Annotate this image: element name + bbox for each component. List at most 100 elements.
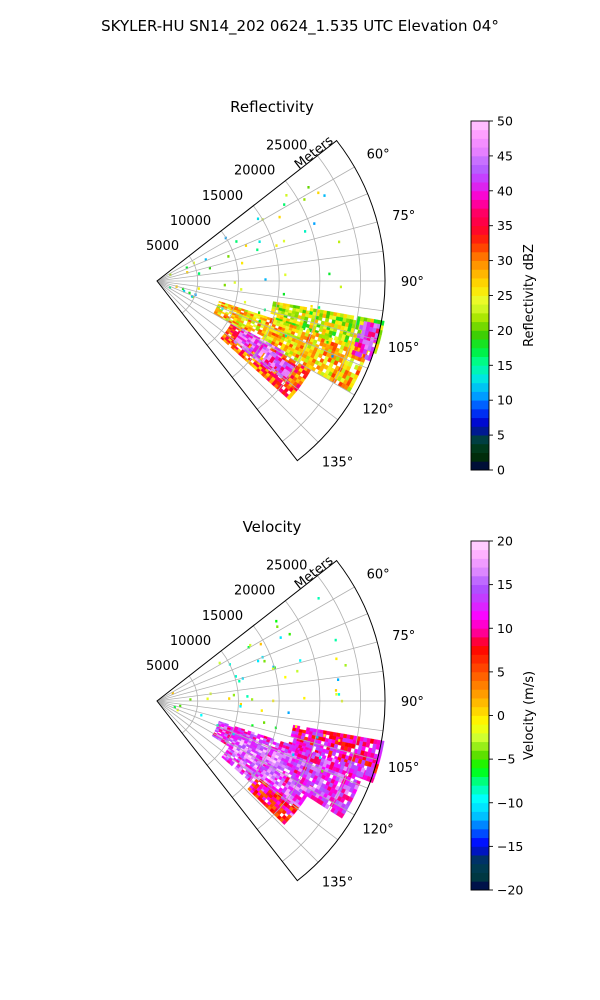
refl-clutter-point: [241, 261, 244, 265]
refl-clutter-point: [197, 287, 200, 290]
vel-radial-line: [156, 700, 319, 863]
vel-echo-cell-1: [358, 771, 365, 778]
vel-clutter-point: [279, 636, 282, 639]
refl-clutter-point: [282, 239, 286, 243]
refl-clutter-point: [307, 328, 310, 332]
refl-radial-line: [156, 166, 355, 282]
vel-clutter-point: [287, 711, 290, 714]
vel-colorbar-band: [471, 750, 489, 760]
refl-colorbar-band: [471, 286, 489, 296]
vel-azimuth-tick-label: 60°: [367, 567, 390, 582]
refl-colorbar-band: [471, 452, 489, 462]
vel-azimuth-tick-label: 120°: [362, 823, 393, 838]
refl-colorbar-band: [471, 208, 489, 218]
refl-clutter-point: [169, 273, 172, 277]
vel-range-tick-label: 15000: [202, 609, 243, 624]
refl-clutter-point: [223, 283, 226, 287]
refl-colorbar-band: [471, 269, 489, 279]
vel-azimuth-tick-label: 75°: [392, 629, 415, 644]
refl-clutter-point: [282, 292, 285, 296]
refl-clutter-point: [188, 291, 191, 295]
reflectivity-panel: Reflectivity500010000150002000025000Mete…: [146, 98, 537, 478]
vel-clutter-point: [323, 734, 326, 737]
vel-radial-line: [156, 613, 368, 702]
vel-colorbar-band: [471, 663, 489, 673]
vel-clutter-point: [319, 756, 322, 760]
vel-colorbar-band: [471, 732, 489, 743]
vel-range-ring: [257, 600, 321, 830]
refl-clutter-point: [227, 255, 230, 258]
vel-colorbar-band: [471, 837, 489, 847]
refl-clutter-point: [285, 194, 288, 197]
vel-colorbar-band: [471, 776, 489, 786]
refl-colorbar-label: Reflectivity dBZ: [522, 244, 537, 347]
refl-colorbar-tick-label: 0: [497, 463, 505, 478]
refl-clutter-point: [256, 248, 259, 252]
vel-colorbar-band: [471, 794, 489, 804]
vel-radial-line: [156, 700, 368, 789]
refl-clutter-point: [307, 310, 310, 314]
refl-clutter-point: [317, 191, 320, 195]
refl-colorbar-band: [471, 417, 489, 427]
vel-colorbar-band: [471, 698, 489, 708]
refl-range-tick-label: 15000: [202, 189, 243, 204]
refl-azimuth-tick-label: 120°: [362, 403, 393, 418]
vel-clutter-point: [321, 770, 324, 773]
refl-colorbar-band: [471, 312, 489, 323]
vel-colorbar-band: [471, 715, 489, 725]
refl-range-tick-label: 10000: [170, 214, 211, 229]
refl-clutter-point: [258, 311, 261, 314]
vel-clutter-point: [316, 736, 319, 739]
vel-colorbar-band: [471, 689, 489, 699]
vel-colorbar-band: [471, 549, 489, 559]
vel-colorbar-band: [471, 767, 489, 777]
vel-colorbar-band: [471, 706, 489, 716]
refl-colorbar-tick-label: 25: [497, 288, 513, 303]
vel-azimuth-tick-label: 105°: [388, 761, 419, 776]
vel-clutter-point: [284, 675, 287, 679]
vel-radial-line: [156, 700, 355, 816]
refl-radial-line: [156, 280, 378, 341]
vel-colorbar-band: [471, 802, 489, 812]
vel-clutter-point: [257, 659, 260, 663]
vel-clutter-point: [189, 698, 192, 701]
vel-clutter-point: [218, 661, 221, 665]
refl-range-ring: [231, 205, 280, 378]
refl-colorbar-band: [471, 408, 489, 419]
refl-colorbar-band: [471, 461, 489, 471]
vel-clutter-point: [173, 705, 176, 709]
refl-range-ring: [257, 180, 321, 410]
refl-colorbar-band: [471, 295, 489, 305]
vel-colorbar-band: [471, 759, 489, 769]
refl-echo-cell-2: [286, 394, 292, 401]
refl-colorbar: 0 5 10 15 20 25 30 35 40 45 50 Reflectivity dBZ: [470, 114, 537, 478]
refl-clutter-point: [313, 222, 316, 225]
vel-clutter-point: [334, 689, 338, 692]
vel-colorbar-band: [471, 610, 489, 620]
refl-azimuth-tick-label: 60°: [367, 147, 390, 162]
vel-colorbar-tick-label: −10: [497, 795, 523, 810]
vel-clutter-point: [238, 679, 241, 683]
refl-echo-cell-0: [289, 304, 294, 309]
refl-clutter-point: [243, 300, 247, 304]
refl-radial-line: [156, 280, 384, 312]
refl-echo-cell-1: [250, 328, 256, 333]
refl-clutter-point: [303, 198, 306, 201]
refl-clutter-point: [338, 240, 341, 244]
refl-colorbar-band: [471, 173, 489, 183]
vel-colorbar: −20 −15 −10 −5 0 5 10 15 20 Velocity (m/s): [470, 534, 537, 898]
refl-clutter-point: [208, 266, 211, 270]
refl-colorbar-band: [471, 251, 489, 262]
vel-range-ring: [282, 575, 361, 862]
vel-echo-cell-1: [324, 803, 330, 810]
refl-colorbar-band: [471, 391, 489, 401]
vel-colorbar-band: [471, 872, 489, 882]
vel-clutter-point: [216, 724, 219, 727]
vel-clutter-point: [234, 675, 237, 678]
vel-clutter-point: [179, 704, 182, 708]
refl-colorbar-band: [471, 164, 489, 174]
refl-radial-line: [156, 193, 368, 282]
vel-clutter-point: [337, 678, 340, 681]
vel-colorbar-band: [471, 645, 489, 655]
